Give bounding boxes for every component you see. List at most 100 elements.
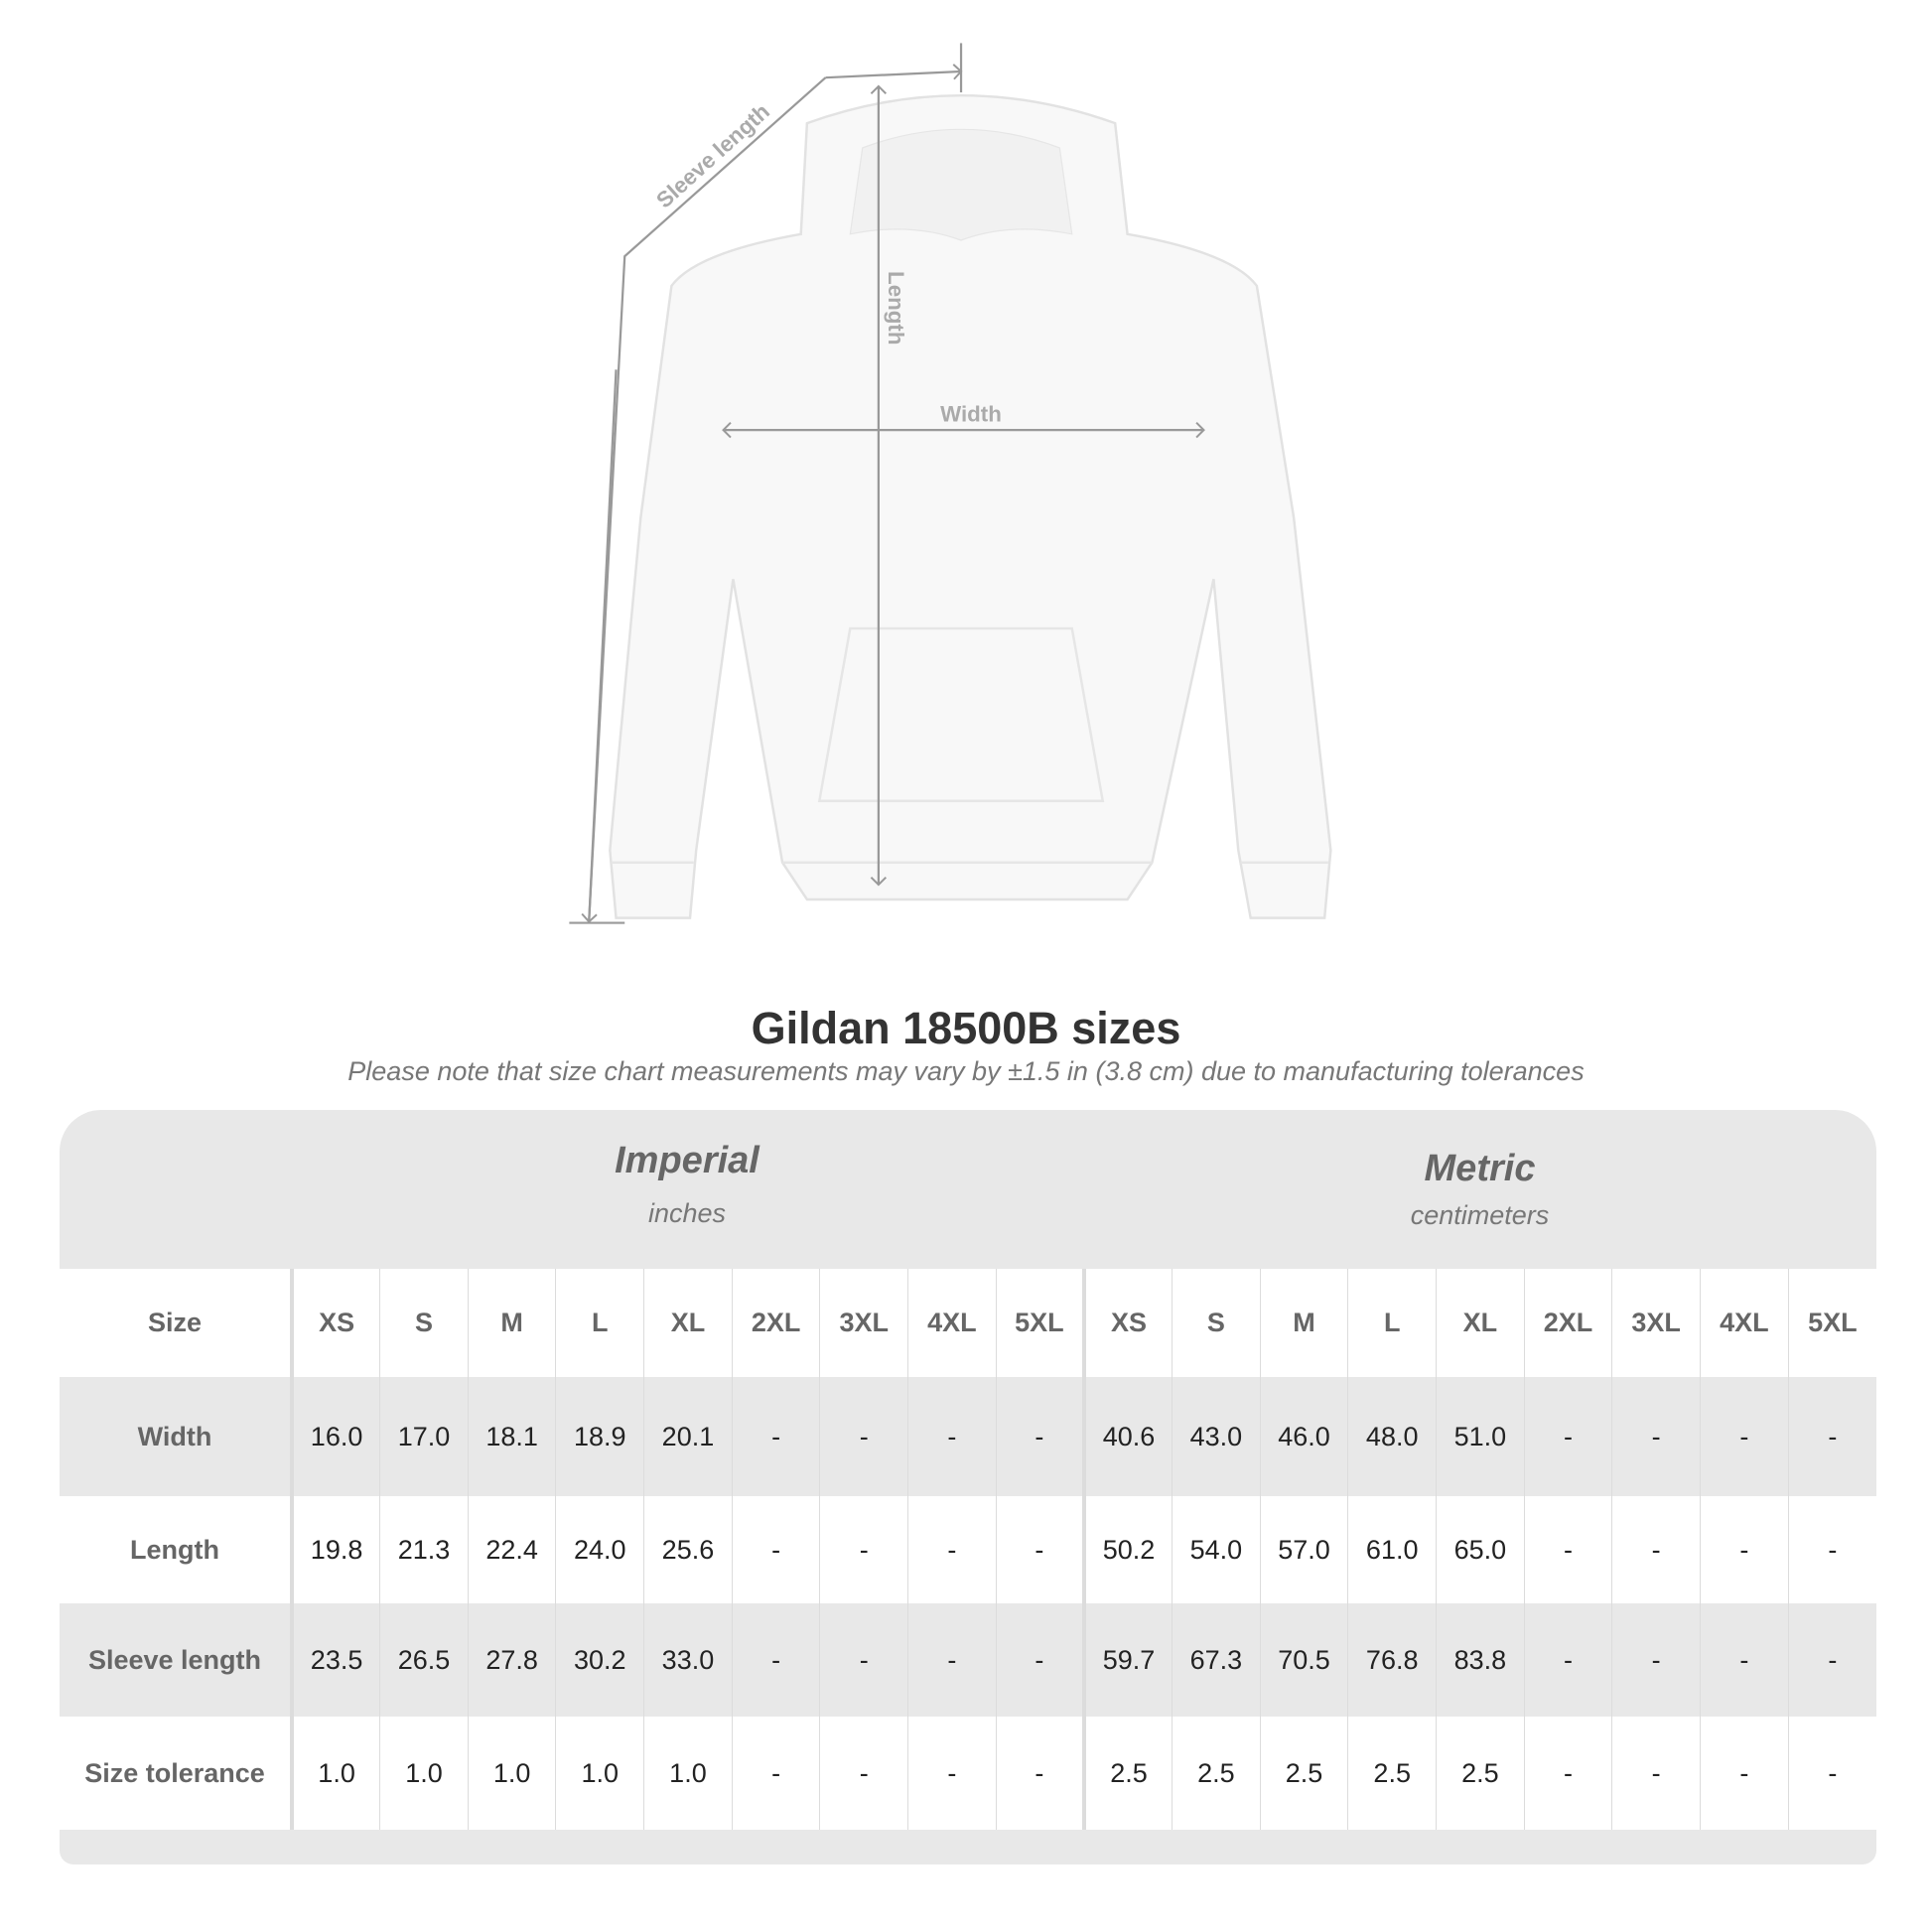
- metric-value: -: [1611, 1603, 1701, 1717]
- metric-value: 59.7: [1081, 1603, 1173, 1717]
- imperial-value: -: [995, 1496, 1084, 1603]
- table-row: Width 16.0 17.0 18.1 18.9 20.1- - - -40.6 43.0 46.…: [60, 1377, 1876, 1496]
- imperial-value: 17.0: [379, 1377, 469, 1496]
- metric-value: 46.0: [1259, 1377, 1348, 1496]
- width-label: Width: [940, 401, 1002, 426]
- metric-size-xl: XL: [1436, 1269, 1525, 1377]
- imperial-value: -: [731, 1377, 820, 1496]
- imperial-value: -: [995, 1717, 1084, 1830]
- imperial-value: 18.9: [555, 1377, 644, 1496]
- imperial-size-xs: XS: [291, 1269, 380, 1377]
- imperial-value: 22.4: [467, 1496, 556, 1603]
- imperial-value: 33.0: [643, 1603, 733, 1717]
- metric-value: -: [1787, 1377, 1876, 1496]
- row-label: Length: [60, 1496, 294, 1603]
- imperial-header: Imperial inches: [290, 1140, 1084, 1229]
- metric-value: 51.0: [1436, 1377, 1525, 1496]
- metric-value: -: [1523, 1603, 1612, 1717]
- imperial-value: 1.0: [379, 1717, 469, 1830]
- metric-size-s: S: [1172, 1269, 1261, 1377]
- metric-value: 2.5: [1436, 1717, 1525, 1830]
- imperial-value: -: [731, 1717, 820, 1830]
- tolerance-note: Please note that size chart measurements…: [347, 1056, 1585, 1086]
- metric-value: 65.0: [1436, 1496, 1525, 1603]
- metric-value: 2.5: [1347, 1717, 1437, 1830]
- metric-size-m: M: [1259, 1269, 1348, 1377]
- imperial-value: 23.5: [291, 1603, 380, 1717]
- metric-value: 67.3: [1172, 1603, 1261, 1717]
- imperial-value: 1.0: [467, 1717, 556, 1830]
- imperial-size-l: L: [555, 1269, 644, 1377]
- metric-value: -: [1787, 1717, 1876, 1830]
- metric-value: -: [1611, 1717, 1701, 1830]
- metric-value: 70.5: [1259, 1603, 1348, 1717]
- imperial-value: -: [731, 1603, 820, 1717]
- imperial-size-s: S: [379, 1269, 469, 1377]
- metric-header: Metric centimeters: [1083, 1148, 1876, 1231]
- imperial-value: -: [731, 1496, 820, 1603]
- imperial-value: -: [819, 1717, 908, 1830]
- metric-value: -: [1700, 1496, 1789, 1603]
- metric-value: -: [1787, 1496, 1876, 1603]
- imperial-value: 16.0: [291, 1377, 380, 1496]
- metric-size-l: L: [1347, 1269, 1437, 1377]
- metric-value: 40.6: [1081, 1377, 1173, 1496]
- imperial-label: Imperial: [615, 1140, 759, 1181]
- imperial-value: 24.0: [555, 1496, 644, 1603]
- row-label: Sleeve length: [60, 1603, 294, 1717]
- metric-value: -: [1523, 1496, 1612, 1603]
- metric-value: 54.0: [1172, 1496, 1261, 1603]
- metric-size-xs: XS: [1081, 1269, 1173, 1377]
- metric-value: 43.0: [1172, 1377, 1261, 1496]
- metric-value: 61.0: [1347, 1496, 1437, 1603]
- imperial-value: -: [819, 1603, 908, 1717]
- metric-value: 57.0: [1259, 1496, 1348, 1603]
- imperial-value: 20.1: [643, 1377, 733, 1496]
- imperial-value: -: [907, 1377, 997, 1496]
- imperial-value: 18.1: [467, 1377, 556, 1496]
- size-header-row: Size XS S M L XL 2XL 3XL 4XL 5XL XS S M L XL 2XL 3XL 4XL 5…: [60, 1269, 1876, 1377]
- metric-size-5xl: 5XL: [1787, 1269, 1876, 1377]
- metric-value: 50.2: [1081, 1496, 1173, 1603]
- metric-size-2xl: 2XL: [1523, 1269, 1612, 1377]
- size-table-panel: Imperial inches Metric centimeters Size X…: [60, 1110, 1876, 1864]
- imperial-size-m: M: [467, 1269, 556, 1377]
- metric-value: -: [1611, 1496, 1701, 1603]
- imperial-value: 26.5: [379, 1603, 469, 1717]
- imperial-size-2xl: 2XL: [731, 1269, 820, 1377]
- metric-value: 76.8: [1347, 1603, 1437, 1717]
- sleeve-length-label: Sleeve length: [651, 99, 774, 213]
- size-table: Size XS S M L XL 2XL 3XL 4XL 5XL XS S M L XL 2XL 3XL 4XL 5…: [60, 1269, 1876, 1830]
- size-header-label: Size: [60, 1269, 294, 1377]
- imperial-value: 1.0: [291, 1717, 380, 1830]
- metric-value: -: [1787, 1603, 1876, 1717]
- imperial-value: -: [907, 1496, 997, 1603]
- row-label: Size tolerance: [60, 1717, 294, 1830]
- metric-value: -: [1700, 1377, 1789, 1496]
- table-row: Size tolerance 1.0 1.0 1.0 1.0 1.0- - - -2.5 2.5 2…: [60, 1717, 1876, 1830]
- imperial-value: 19.8: [291, 1496, 380, 1603]
- table-row: Length 19.8 21.3 22.4 24.0 25.6- - - -50.2 54.0 57…: [60, 1496, 1876, 1603]
- page-title: Gildan 18500B sizes: [751, 1003, 1181, 1053]
- imperial-value: 1.0: [555, 1717, 644, 1830]
- length-label: Length: [884, 271, 908, 345]
- imperial-size-4xl: 4XL: [907, 1269, 997, 1377]
- imperial-value: 30.2: [555, 1603, 644, 1717]
- metric-value: 2.5: [1259, 1717, 1348, 1830]
- metric-value: 2.5: [1172, 1717, 1261, 1830]
- metric-value: 2.5: [1081, 1717, 1173, 1830]
- metric-value: -: [1611, 1377, 1701, 1496]
- metric-value: -: [1700, 1603, 1789, 1717]
- imperial-size-xl: XL: [643, 1269, 733, 1377]
- metric-value: -: [1700, 1717, 1789, 1830]
- imperial-value: -: [995, 1603, 1084, 1717]
- sleeve-length-measure: [569, 43, 963, 924]
- imperial-unit: inches: [647, 1198, 727, 1228]
- metric-label: Metric: [1424, 1148, 1536, 1189]
- metric-value: 83.8: [1436, 1603, 1525, 1717]
- metric-value: -: [1523, 1377, 1612, 1496]
- imperial-value: -: [907, 1603, 997, 1717]
- imperial-value: -: [819, 1496, 908, 1603]
- imperial-value: 25.6: [643, 1496, 733, 1603]
